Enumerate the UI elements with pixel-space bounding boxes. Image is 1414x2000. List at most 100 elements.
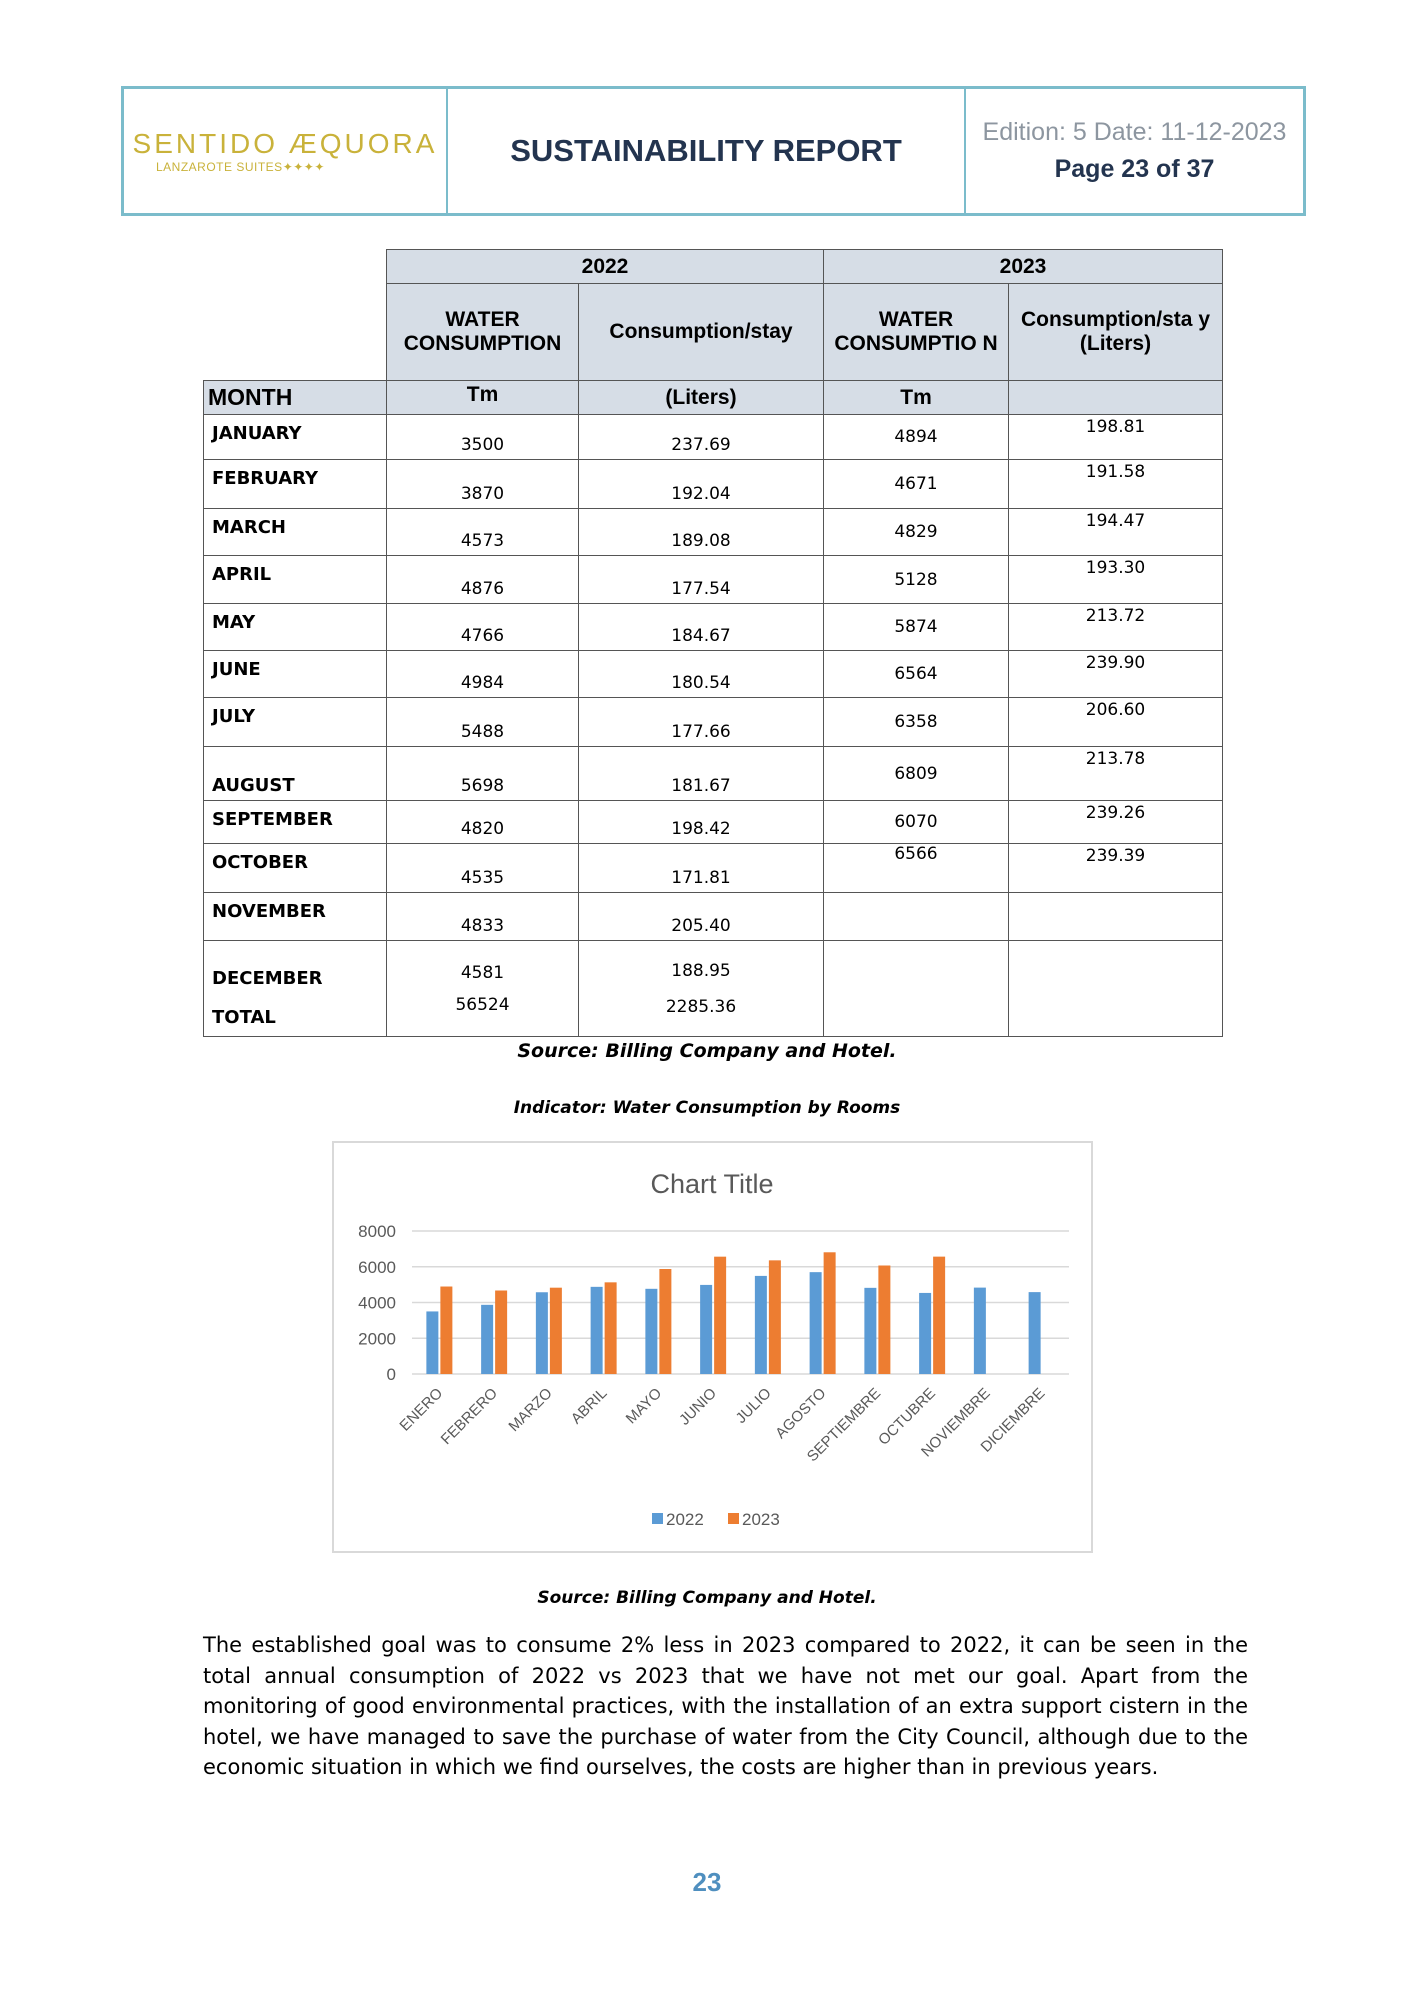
- consumption-2023-cell: 239.90: [1008, 650, 1223, 698]
- table-row: AUGUST 5698 181.67 6809 213.78: [203, 746, 1223, 801]
- month-cell: OCTOBER: [203, 843, 387, 893]
- consumption-2022-cell: 198.42: [578, 800, 824, 844]
- x-tick-label: JULIO: [733, 1385, 775, 1427]
- chart-indicator: Indicator: Water Consumption by Rooms: [513, 1098, 901, 1118]
- total-label: DECEMBER TOTAL: [203, 940, 387, 1037]
- water-2023-cell: 5128: [823, 555, 1009, 604]
- table-row: JULY 5488 177.66 6358 206.60: [203, 697, 1223, 747]
- bar-2022-enero: [426, 1311, 439, 1374]
- consumption-2023-cell: 193.30: [1008, 555, 1223, 604]
- bar-2023-octubre: [933, 1256, 946, 1374]
- month-cell: AUGUST: [203, 746, 387, 801]
- water-2022-cell: 4766: [386, 603, 579, 651]
- year-2022-header: 2022: [386, 249, 824, 284]
- bar-2023-junio: [714, 1256, 727, 1374]
- water-2023-cell: [823, 892, 1009, 941]
- consumption-2023-cell: 206.60: [1008, 697, 1223, 747]
- water-2023-cell: 6358: [823, 697, 1009, 747]
- bar-2023-enero: [440, 1286, 453, 1374]
- chart-title: Chart Title: [650, 1169, 773, 1199]
- bar-2022-agosto: [809, 1272, 822, 1374]
- consumption-2022-cell: 171.81: [578, 843, 824, 893]
- table-row: SEPTEMBER 4820 198.42 6070 239.26: [203, 800, 1223, 844]
- month-header: MONTH: [203, 380, 387, 415]
- x-tick-label: JUNIO: [676, 1385, 720, 1429]
- month-cell: FEBRUARY: [203, 459, 387, 509]
- x-tick-label: AGOSTO: [772, 1385, 829, 1442]
- table-row: JANUARY 3500 237.69 4894 198.81: [203, 414, 1223, 460]
- table-row: OCTOBER 4535 171.81 6566 239.39: [203, 843, 1223, 893]
- water-2022-cell: 5488: [386, 697, 579, 747]
- consumption-2023-cell: 191.58: [1008, 459, 1223, 509]
- x-tick-label: MARZO: [505, 1385, 555, 1435]
- logo: SENTIDO ÆQUORA LANZAROTE SUITES✦✦✦✦: [124, 89, 448, 213]
- consumption-2023-cell: 198.81: [1008, 414, 1223, 460]
- water-2022-cell: 4535: [386, 843, 579, 893]
- legend-label: 2022: [666, 1510, 704, 1529]
- water-2023-cell: 5874: [823, 603, 1009, 651]
- tm-header-2022: Tm: [386, 380, 579, 415]
- legend-label: 2023: [742, 1510, 780, 1529]
- y-tick-label: 4000: [358, 1294, 396, 1313]
- chart-container: Chart Title 0 2000 4000 6000 8000 ENERO FEBRERO…: [332, 1141, 1093, 1553]
- water-header-2022: WATER CONSUMPTION: [386, 283, 579, 381]
- water-2023-cell: 6809: [823, 746, 1009, 801]
- legend-swatch: [728, 1513, 739, 1524]
- bar-2023-mayo: [659, 1269, 672, 1374]
- water-2022-cell: 4984: [386, 650, 579, 698]
- water-2022-cell: 4833: [386, 892, 579, 941]
- consumption-2023-cell: 213.72: [1008, 603, 1223, 651]
- consumption-header-2022: Consumption/stay: [578, 283, 824, 381]
- table-row: MAY 4766 184.67 5874 213.72: [203, 603, 1223, 651]
- bar-2022-julio: [754, 1275, 767, 1374]
- water-2022-cell: 3870: [386, 459, 579, 509]
- month-cell: JULY: [203, 697, 387, 747]
- consumption-2023-cell: 239.39: [1008, 843, 1223, 893]
- table-row: JUNE 4984 180.54 6564 239.90: [203, 650, 1223, 698]
- page-indicator: Page 23 of 37: [1054, 155, 1215, 183]
- bar-2022-noviembre: [973, 1287, 986, 1374]
- bar-2023-julio: [768, 1260, 781, 1374]
- y-tick-label: 8000: [358, 1222, 396, 1241]
- x-tick-label: ABRIL: [568, 1385, 611, 1428]
- x-tick-label: MAYO: [623, 1385, 665, 1427]
- month-cell: NOVEMBER: [203, 892, 387, 941]
- month-cell: APRIL: [203, 555, 387, 604]
- month-cell: JANUARY: [203, 414, 387, 460]
- logo-sub: LANZAROTE SUITES✦✦✦✦: [156, 160, 325, 174]
- consumption-2022-cell: 177.54: [578, 555, 824, 604]
- consumption-2022-cell: 237.69: [578, 414, 824, 460]
- water-2022-cell: 5698: [386, 746, 579, 801]
- table-row: MARCH 4573 189.08 4829 194.47: [203, 508, 1223, 556]
- consumption-2022-cell: 180.54: [578, 650, 824, 698]
- edition-block: Edition: 5 Date: 11-12-2023 Page 23 of 3…: [966, 89, 1303, 213]
- water-2023-cell: 4829: [823, 508, 1009, 556]
- liters-header-2022: (Liters): [578, 380, 824, 415]
- bar-2023-abril: [604, 1282, 617, 1374]
- consumption-2022-cell: 177.66: [578, 697, 824, 747]
- tm-header-2023: Tm: [823, 380, 1009, 415]
- year-2023-header: 2023: [823, 249, 1223, 284]
- page-number: 23: [692, 1867, 722, 1897]
- total-cell-2022: 4581 56524: [386, 940, 579, 1037]
- water-consumption-table: 2022 2023 WATER CONSUMPTION Consumption/…: [203, 249, 1223, 1037]
- logo-main: SENTIDO ÆQUORA: [132, 128, 438, 159]
- bar-2022-febrero: [481, 1304, 494, 1374]
- bar-2022-junio: [700, 1284, 713, 1374]
- water-2022-cell: 4820: [386, 800, 579, 844]
- consumption-2022-cell: 181.67: [578, 746, 824, 801]
- bar-2023-agosto: [823, 1252, 836, 1374]
- consumption-header-2023: Consumption/sta y (Liters): [1008, 283, 1223, 381]
- water-2022-cell: 3500: [386, 414, 579, 460]
- x-tick-label: ENERO: [396, 1385, 446, 1435]
- table-row: NOVEMBER 4833 205.40: [203, 892, 1223, 941]
- month-cell: JUNE: [203, 650, 387, 698]
- y-tick-label: 2000: [358, 1329, 396, 1348]
- consumption-2023-cell: 239.26: [1008, 800, 1223, 844]
- table-row: APRIL 4876 177.54 5128 193.30: [203, 555, 1223, 604]
- chart-source: Source: Billing Company and Hotel.: [537, 1588, 877, 1608]
- page-header: SENTIDO ÆQUORA LANZAROTE SUITES✦✦✦✦ SUST…: [121, 86, 1306, 216]
- bar-chart: Chart Title 0 2000 4000 6000 8000 ENEROFEBRERO…: [358, 1169, 1069, 1529]
- consumption-2022-cell: 189.08: [578, 508, 824, 556]
- total-cell-consumption-2022: 188.95 2285.36: [578, 940, 824, 1037]
